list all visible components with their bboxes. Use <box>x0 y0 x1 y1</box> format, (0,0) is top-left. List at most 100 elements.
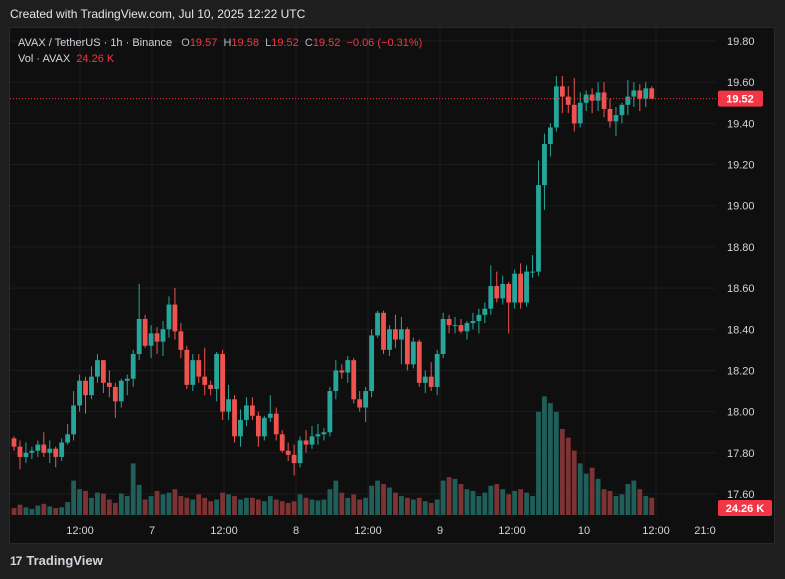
candle-body <box>446 318 452 326</box>
volume-bar <box>273 499 279 515</box>
tradingview-brand[interactable]: 17 TradingView <box>10 553 103 568</box>
volume-bar <box>530 496 535 515</box>
x-tick-label: 12:00 <box>210 525 238 537</box>
candle-body <box>214 353 220 389</box>
volume-bar <box>279 501 285 515</box>
volume-bar <box>494 484 500 515</box>
volume-bar <box>267 496 273 515</box>
caption: Created with TradingView.com, Jul 10, 20… <box>10 7 306 21</box>
volume-bar <box>17 504 23 515</box>
volume-bar <box>303 497 309 515</box>
volume-bar <box>452 478 458 515</box>
candle-body <box>440 318 446 354</box>
candle-body <box>220 353 225 412</box>
candle-body <box>512 273 518 303</box>
candle-body <box>530 271 535 273</box>
volume-bar <box>35 505 41 515</box>
ohlc-row: AVAX / TetherUS · 1h · Binance O19.57 H1… <box>18 35 422 51</box>
candle-body <box>208 384 214 389</box>
candle-body <box>518 273 523 303</box>
volume-bar <box>440 480 446 515</box>
candle-body <box>482 308 488 315</box>
y-tick-label: 17.60 <box>727 489 755 501</box>
candle-body <box>351 360 357 400</box>
candle-body <box>470 321 476 324</box>
candle-body <box>160 329 166 342</box>
volume-bar <box>416 497 422 515</box>
candle-body <box>226 399 231 412</box>
volume-bar <box>387 487 392 515</box>
candle-body <box>434 353 440 387</box>
volume-bar <box>577 463 583 515</box>
volume-bar <box>118 493 124 515</box>
candle-body <box>631 90 637 97</box>
volume-bar <box>488 485 494 515</box>
volume-bar <box>404 497 410 515</box>
candle-body <box>565 96 571 105</box>
candle-body <box>589 94 595 101</box>
volume-bar <box>53 508 59 515</box>
volume-bar <box>553 411 559 515</box>
volume-bar <box>106 499 112 515</box>
open-value: 19.57 <box>189 37 218 49</box>
volume-bar <box>339 492 345 515</box>
candle-body <box>333 370 339 392</box>
volume-bar <box>559 429 565 515</box>
volume-label[interactable]: Vol · AVAX <box>18 53 71 65</box>
volume-bar <box>196 494 202 515</box>
brand-name: TradingView <box>26 553 103 568</box>
volume-bar <box>47 506 53 515</box>
volume-bar <box>83 490 88 515</box>
candle-body <box>488 286 494 309</box>
candle-body <box>422 376 428 383</box>
x-tick-label: 8 <box>293 525 299 537</box>
volume-bar <box>625 484 631 515</box>
candle-body <box>196 360 202 377</box>
volume-bar <box>166 492 172 515</box>
symbol-label[interactable]: AVAX / TetherUS · 1h · Binance <box>18 37 173 49</box>
candle-body <box>250 405 255 416</box>
volume-bar <box>244 497 249 515</box>
candle-body <box>601 92 607 109</box>
volume-badge-label: 24.26 K <box>726 503 765 515</box>
volume-value: 24.26 K <box>76 53 115 65</box>
volume-bar <box>214 499 220 515</box>
volume-bar <box>285 502 291 515</box>
x-tick-label: 9 <box>437 525 443 537</box>
candle-body <box>399 329 404 340</box>
volume-bar <box>333 480 339 515</box>
candle-body <box>291 454 297 464</box>
candle-body <box>494 286 500 299</box>
high-value: 19.58 <box>231 37 259 49</box>
volume-bar <box>309 499 315 515</box>
open-label: O <box>181 37 190 49</box>
volume-bar <box>142 499 148 515</box>
volume-bar <box>524 492 529 515</box>
volume-bar <box>250 497 255 515</box>
volume-bar <box>291 501 297 515</box>
candle-body <box>577 102 583 124</box>
volume-bar <box>595 478 601 515</box>
candle-body <box>548 127 553 144</box>
candle-body <box>11 438 17 447</box>
volume-bar <box>428 502 434 515</box>
volume-bar <box>399 496 404 515</box>
candle-body <box>154 333 160 342</box>
x-tick-label: 12:00 <box>498 525 526 537</box>
candle-body <box>613 115 619 122</box>
close-label: C <box>304 37 313 49</box>
candle-body <box>625 96 631 105</box>
volume-bar <box>583 473 589 515</box>
volume-bar <box>637 489 643 515</box>
volume-bar <box>124 496 130 515</box>
chart-panel[interactable] <box>9 27 775 544</box>
candle-body <box>476 314 482 322</box>
volume-bar <box>160 494 166 515</box>
volume-bar <box>536 411 541 515</box>
volume-bar <box>226 494 231 515</box>
candle-body <box>53 448 59 457</box>
volume-bar <box>255 499 261 515</box>
x-tick-label: 12:00 <box>66 525 94 537</box>
x-tick-label: 10 <box>578 525 590 537</box>
